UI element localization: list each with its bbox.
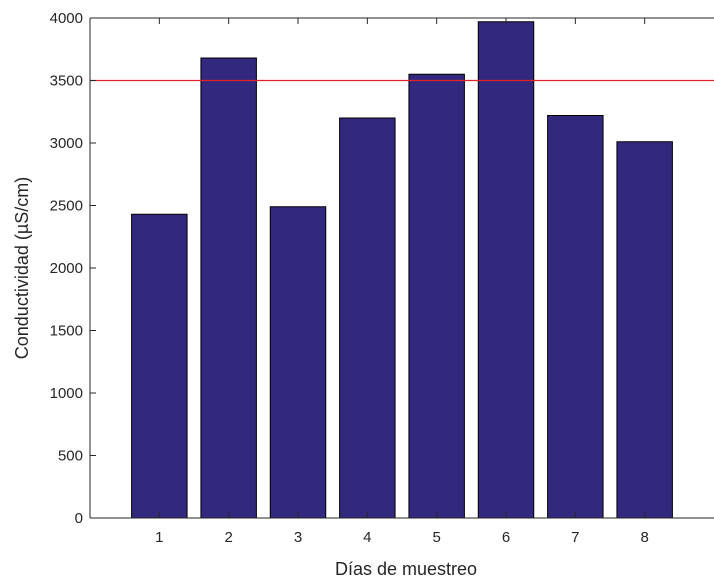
x-tick-label-6: 6 (502, 529, 510, 546)
x-tick-label-5: 5 (432, 529, 440, 546)
y-tick-label-3500: 3500 (50, 73, 83, 90)
x-tick-label-1: 1 (155, 529, 163, 546)
x-tick-label-3: 3 (294, 529, 302, 546)
y-tick-label-2000: 2000 (50, 260, 83, 277)
x-tick-label-8: 8 (640, 529, 648, 546)
x-tick-label-4: 4 (363, 529, 371, 546)
bar-1 (131, 213, 188, 519)
bar-3 (269, 206, 327, 519)
tick-labels-layer: 0 500 1000 1500 2000 2500 3000 3500 4000 1 2 3 4 5 6 7 8 (50, 10, 649, 546)
bars-layer (131, 21, 673, 519)
bar-4 (339, 117, 396, 519)
y-tick-label-1500: 1500 (50, 323, 83, 340)
y-tick-label-2500: 2500 (50, 198, 83, 215)
bar-2 (200, 57, 257, 519)
x-tick-label-7: 7 (571, 529, 579, 546)
bar-7 (547, 115, 604, 519)
y-tick-label-0: 0 (75, 510, 83, 527)
bar-8 (616, 141, 673, 519)
x-tick-label-2: 2 (224, 529, 232, 546)
y-axis-title: Conductividad (µS/cm) (12, 177, 32, 359)
bar-6 (477, 21, 535, 519)
bar-5 (408, 73, 465, 519)
ticks-layer (90, 17, 646, 519)
y-tick-label-500: 500 (58, 448, 83, 465)
y-tick-label-4000: 4000 (50, 10, 83, 27)
y-tick-label-1000: 1000 (50, 385, 83, 402)
x-axis-title: Días de muestreo (335, 559, 477, 579)
y-tick-label-3000: 3000 (50, 135, 83, 152)
